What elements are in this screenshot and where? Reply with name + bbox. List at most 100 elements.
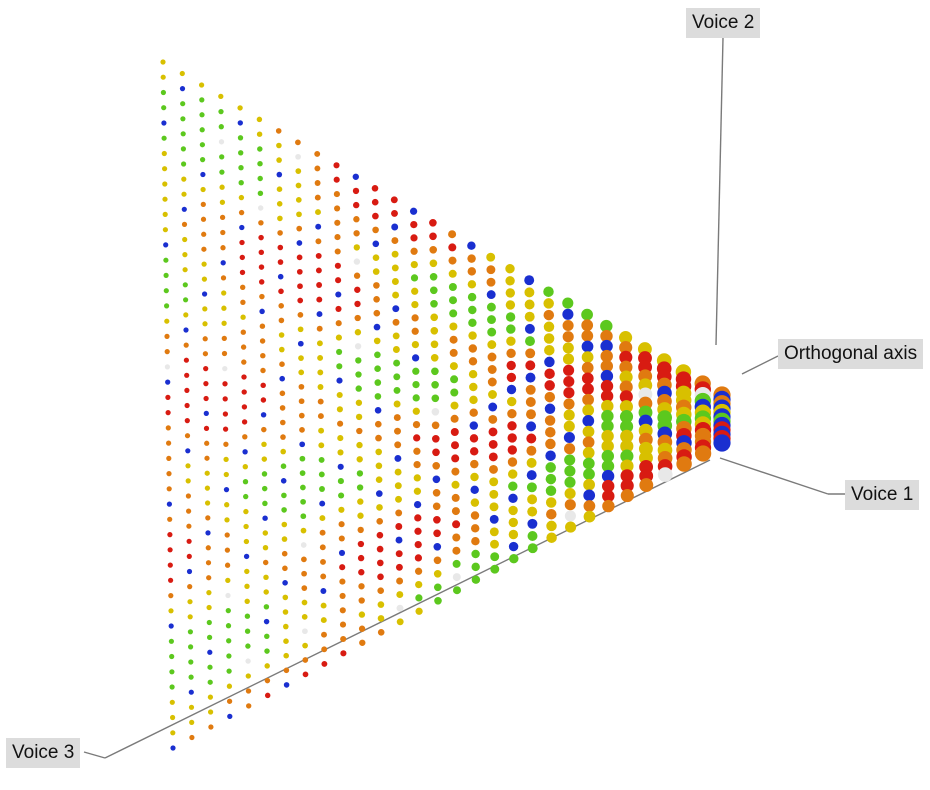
voice-point xyxy=(371,184,379,192)
voice-point xyxy=(262,530,269,536)
voice-point xyxy=(488,452,498,462)
voice-point xyxy=(620,429,634,443)
voice-point xyxy=(205,515,211,521)
voice-point xyxy=(581,319,594,332)
voice-point xyxy=(339,607,346,614)
voice-point xyxy=(376,545,384,553)
voice-point xyxy=(489,464,498,474)
voice-point xyxy=(187,629,193,635)
voice-point xyxy=(448,296,458,305)
voice-point xyxy=(185,463,191,469)
voice-point xyxy=(259,338,266,344)
voice-point xyxy=(372,226,379,234)
voice-point xyxy=(377,601,385,608)
voice-point xyxy=(241,359,247,365)
voice-point xyxy=(181,176,187,182)
voice-point xyxy=(223,486,230,493)
voice-point xyxy=(279,375,285,382)
voice-point xyxy=(165,410,171,416)
voice-point xyxy=(393,359,401,367)
voice-point xyxy=(204,455,210,461)
voice-point xyxy=(357,554,365,562)
voice-point xyxy=(296,225,303,232)
voice-point xyxy=(339,592,346,599)
voice-point xyxy=(505,264,515,274)
voice-point xyxy=(600,329,613,343)
voice-point xyxy=(260,367,266,374)
voice-point xyxy=(393,373,401,381)
voice-point xyxy=(486,302,496,312)
voice-point xyxy=(508,529,519,540)
voice-point xyxy=(601,449,614,463)
voice-point xyxy=(295,197,302,203)
voice-point xyxy=(448,256,457,265)
voice-point xyxy=(471,536,480,546)
voice-point xyxy=(277,230,283,236)
voice-point xyxy=(374,406,382,414)
voice-point xyxy=(620,469,634,483)
voice-point xyxy=(168,638,174,644)
voice-point xyxy=(278,288,284,295)
voice-point xyxy=(411,327,419,335)
voice-point xyxy=(179,70,185,77)
voice-point xyxy=(412,380,420,389)
voice-point xyxy=(220,275,227,281)
voice-point xyxy=(238,180,244,186)
voice-point xyxy=(168,623,174,629)
voice-point xyxy=(391,223,399,231)
voice-point xyxy=(206,604,212,611)
voice-point xyxy=(487,352,497,362)
voice-point xyxy=(543,286,554,297)
voice-point xyxy=(583,478,595,491)
voice-point xyxy=(202,351,209,357)
voice-point xyxy=(486,290,496,300)
voice-point xyxy=(620,439,634,453)
voice-point xyxy=(321,631,327,638)
voice-point xyxy=(355,371,362,378)
voice-point xyxy=(297,312,304,318)
voice-point xyxy=(564,487,576,500)
voice-point xyxy=(168,577,174,583)
voice-point xyxy=(185,448,191,454)
voice-point xyxy=(238,209,245,216)
voice-point xyxy=(396,591,404,599)
voice-point xyxy=(334,205,341,212)
voice-point xyxy=(358,583,365,590)
voice-point xyxy=(339,578,346,585)
voice-point xyxy=(201,291,208,297)
voice-point xyxy=(600,339,613,353)
voice-point xyxy=(355,357,362,364)
voice-point xyxy=(184,402,190,409)
voice-point xyxy=(319,486,325,492)
voice-point xyxy=(182,282,188,288)
voice-point xyxy=(487,315,496,325)
voice-point xyxy=(317,384,324,390)
voice-point xyxy=(318,456,325,463)
voice-point xyxy=(319,544,326,551)
voice-point xyxy=(277,259,284,265)
voice-point xyxy=(582,436,595,449)
voice-3-axis-leader xyxy=(83,751,106,759)
voice-point xyxy=(297,326,304,333)
voice-point xyxy=(526,433,537,444)
voice-point xyxy=(222,365,228,372)
voice-point xyxy=(238,194,245,201)
voice-point xyxy=(469,434,479,443)
voice-point xyxy=(432,475,441,484)
voice-point xyxy=(338,535,345,542)
voice-point xyxy=(449,335,458,344)
voice-point xyxy=(356,427,363,435)
voice-point xyxy=(432,448,440,457)
voice-point xyxy=(334,248,341,255)
voice-point xyxy=(187,614,193,620)
voice-point xyxy=(335,334,342,341)
voice-point xyxy=(219,199,226,205)
voice-point xyxy=(467,267,477,276)
voice-point xyxy=(297,340,304,347)
voice-point xyxy=(357,540,365,548)
voice-point xyxy=(164,318,170,324)
voice-point xyxy=(410,274,419,282)
voice-point xyxy=(506,372,517,383)
voice-point xyxy=(299,441,306,448)
voice-point xyxy=(394,441,402,449)
